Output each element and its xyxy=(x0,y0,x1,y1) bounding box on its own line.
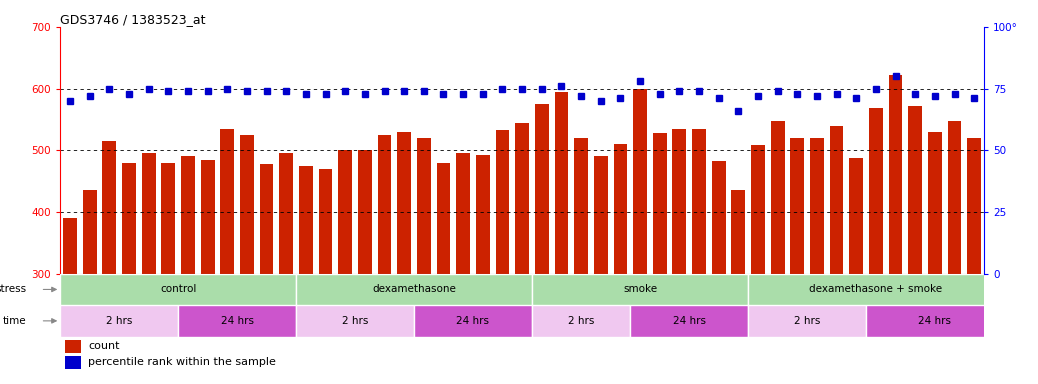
Bar xyxy=(162,163,175,274)
Bar xyxy=(673,129,686,274)
Bar xyxy=(179,305,296,336)
Bar xyxy=(771,121,785,274)
Bar xyxy=(279,153,293,274)
Bar xyxy=(475,155,490,274)
Text: smoke: smoke xyxy=(623,285,657,295)
Bar xyxy=(378,135,391,274)
Bar xyxy=(64,356,81,369)
Bar xyxy=(790,138,804,274)
Text: count: count xyxy=(88,341,119,351)
Bar xyxy=(338,150,352,274)
Text: dexamethasone: dexamethasone xyxy=(372,285,456,295)
Bar xyxy=(200,160,215,274)
Text: 24 hrs: 24 hrs xyxy=(221,316,253,326)
Bar xyxy=(748,274,1004,305)
Bar xyxy=(967,138,981,274)
Bar xyxy=(83,190,97,274)
Bar xyxy=(414,305,531,336)
Bar xyxy=(63,218,77,274)
Bar xyxy=(849,158,864,274)
Bar xyxy=(866,305,1004,336)
Bar xyxy=(220,129,235,274)
Bar xyxy=(457,153,470,274)
Text: 2 hrs: 2 hrs xyxy=(794,316,820,326)
Bar xyxy=(531,305,630,336)
Bar xyxy=(752,146,765,274)
Bar xyxy=(948,121,961,274)
Bar xyxy=(495,130,510,274)
Bar xyxy=(535,104,549,274)
Bar xyxy=(60,274,296,305)
Bar xyxy=(613,144,627,274)
Bar xyxy=(398,132,411,274)
Bar xyxy=(142,153,156,274)
Bar xyxy=(60,305,179,336)
Bar xyxy=(908,106,922,274)
Bar xyxy=(712,161,726,274)
Bar xyxy=(64,340,81,353)
Bar xyxy=(358,150,372,274)
Bar xyxy=(692,129,706,274)
Bar xyxy=(531,274,748,305)
Text: 24 hrs: 24 hrs xyxy=(457,316,490,326)
Text: 24 hrs: 24 hrs xyxy=(673,316,706,326)
Bar xyxy=(630,305,748,336)
Text: control: control xyxy=(160,285,196,295)
Text: stress: stress xyxy=(0,285,27,295)
Text: 2 hrs: 2 hrs xyxy=(568,316,595,326)
Text: 2 hrs: 2 hrs xyxy=(342,316,368,326)
Bar xyxy=(748,305,866,336)
Bar xyxy=(554,92,569,274)
Bar xyxy=(260,164,273,274)
Bar xyxy=(103,141,116,274)
Bar xyxy=(299,166,312,274)
Bar xyxy=(296,274,531,305)
Text: percentile rank within the sample: percentile rank within the sample xyxy=(88,358,276,367)
Bar xyxy=(810,138,824,274)
Text: 24 hrs: 24 hrs xyxy=(919,316,952,326)
Bar xyxy=(437,163,450,274)
Text: GDS3746 / 1383523_at: GDS3746 / 1383523_at xyxy=(60,13,206,26)
Bar xyxy=(869,108,882,274)
Bar xyxy=(594,156,607,274)
Bar xyxy=(732,190,745,274)
Bar xyxy=(633,89,647,274)
Bar xyxy=(122,163,136,274)
Bar xyxy=(296,305,414,336)
Text: time: time xyxy=(3,316,27,326)
Bar xyxy=(829,126,844,274)
Bar xyxy=(319,169,332,274)
Bar xyxy=(928,132,941,274)
Bar xyxy=(515,122,529,274)
Bar xyxy=(181,156,195,274)
Bar xyxy=(889,75,902,274)
Bar xyxy=(653,133,666,274)
Bar xyxy=(574,138,588,274)
Text: 2 hrs: 2 hrs xyxy=(106,316,133,326)
Bar xyxy=(240,135,254,274)
Text: dexamethasone + smoke: dexamethasone + smoke xyxy=(810,285,943,295)
Bar xyxy=(417,138,431,274)
